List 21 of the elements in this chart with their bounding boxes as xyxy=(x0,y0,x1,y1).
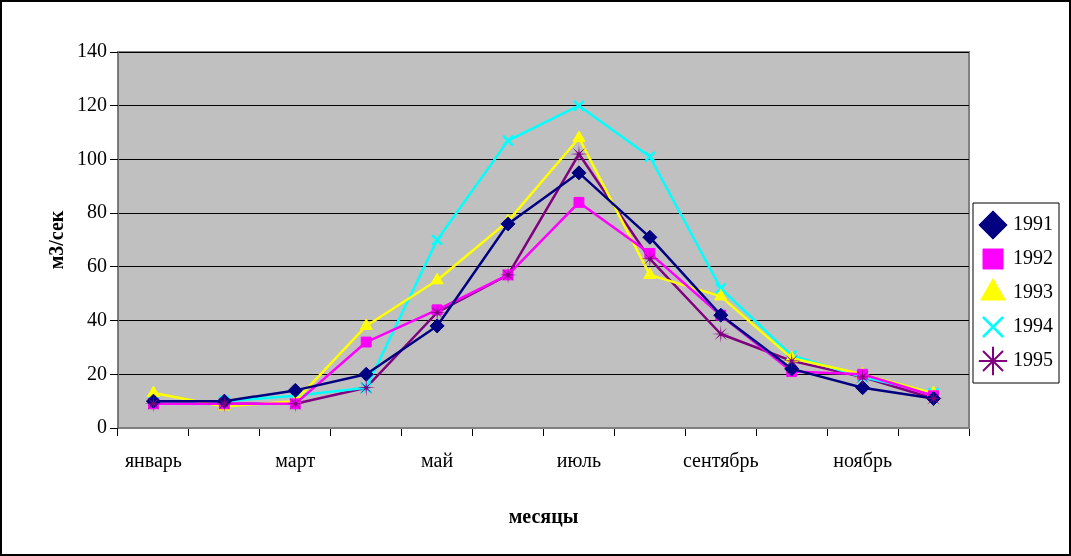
y-tick-label: 100 xyxy=(77,146,107,169)
y-axis-title: м3/сек xyxy=(45,210,68,270)
y-tick-label: 60 xyxy=(87,254,107,277)
x-tick-label: март xyxy=(275,449,316,473)
x-tick-label: сентябрь xyxy=(682,449,759,473)
x-tick-label: январь xyxy=(124,449,183,473)
legend-label: 1992 xyxy=(1013,246,1053,269)
y-tick-label: 140 xyxy=(77,39,107,62)
y-tick-label: 40 xyxy=(87,307,107,330)
legend-label: 1994 xyxy=(1013,314,1053,337)
y-tick-label: 0 xyxy=(97,415,107,438)
legend-label: 1991 xyxy=(1013,212,1053,235)
x-axis-title: месяцы xyxy=(508,505,579,528)
x-tick-label: май xyxy=(421,449,454,472)
x-tick-label: ноябрь xyxy=(833,449,893,473)
y-tick-label: 80 xyxy=(87,200,107,223)
legend-label: 1993 xyxy=(1013,280,1053,303)
legend-label: 1995 xyxy=(1013,348,1053,371)
y-tick-label: 120 xyxy=(77,92,107,115)
y-tick-label: 20 xyxy=(87,361,107,384)
x-tick-label: июль xyxy=(556,449,602,472)
